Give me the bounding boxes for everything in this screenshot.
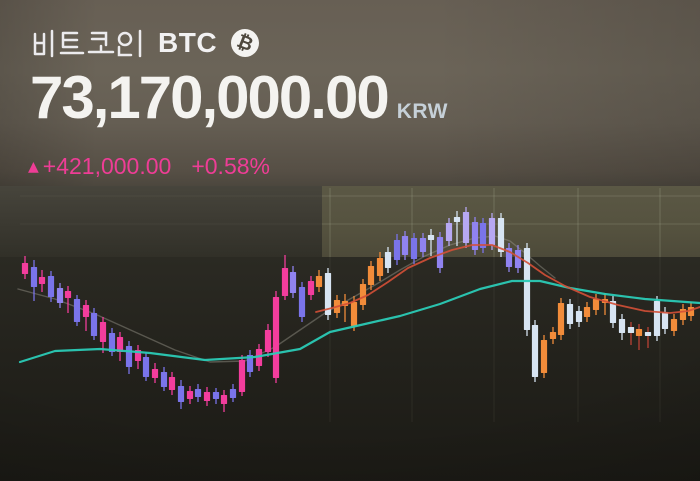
price-change-row: ▲ +421,000.00 +0.58% (28, 153, 270, 180)
coin-name-korean (33, 29, 142, 58)
coin-symbol: BTC (158, 27, 218, 58)
header-background (0, 0, 700, 186)
bitcoin-icon: ₿ (226, 24, 264, 62)
price-value: 73,170,000.00 (30, 64, 390, 131)
ticker-header: 비트코인 BTC ₿ (32, 24, 264, 62)
chart-light-band-left (0, 186, 322, 257)
up-arrow-icon: ▲ (28, 158, 39, 175)
currency-label: KRW (396, 100, 448, 123)
candlestick-chart[interactable] (0, 185, 700, 481)
price-change-percent: +0.58% (191, 153, 270, 179)
price-row: 73,170,000.00 KRW (30, 68, 448, 128)
chart-light-band-right (322, 186, 700, 257)
price-change-amount: +421,000.00 (42, 153, 172, 179)
